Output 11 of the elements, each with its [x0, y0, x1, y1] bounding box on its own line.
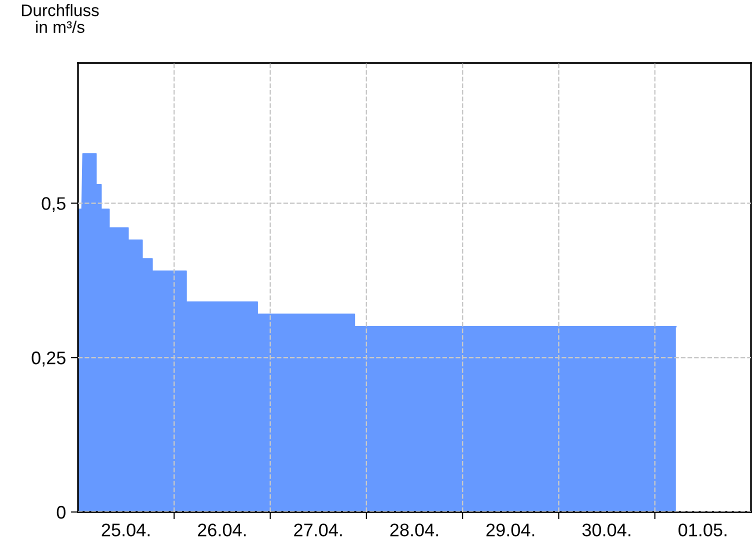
y-axis-title: Durchfluss in m³/s: [22, 4, 99, 33]
x-tick-label: 30.04.: [582, 524, 630, 536]
x-tick-label: 29.04.: [486, 524, 534, 536]
y-tick-label: 0,25: [32, 352, 66, 366]
x-tick-label: 27.04.: [294, 524, 342, 536]
x-tick-label: 28.04.: [390, 524, 438, 536]
x-tick-label: 26.04.: [198, 524, 246, 536]
x-tick-label: 01.05.: [678, 524, 726, 536]
x-tick-label: 25.04.: [102, 524, 150, 536]
y-tick-label: 0: [56, 506, 66, 519]
y-tick-label: 0,5: [42, 197, 66, 212]
